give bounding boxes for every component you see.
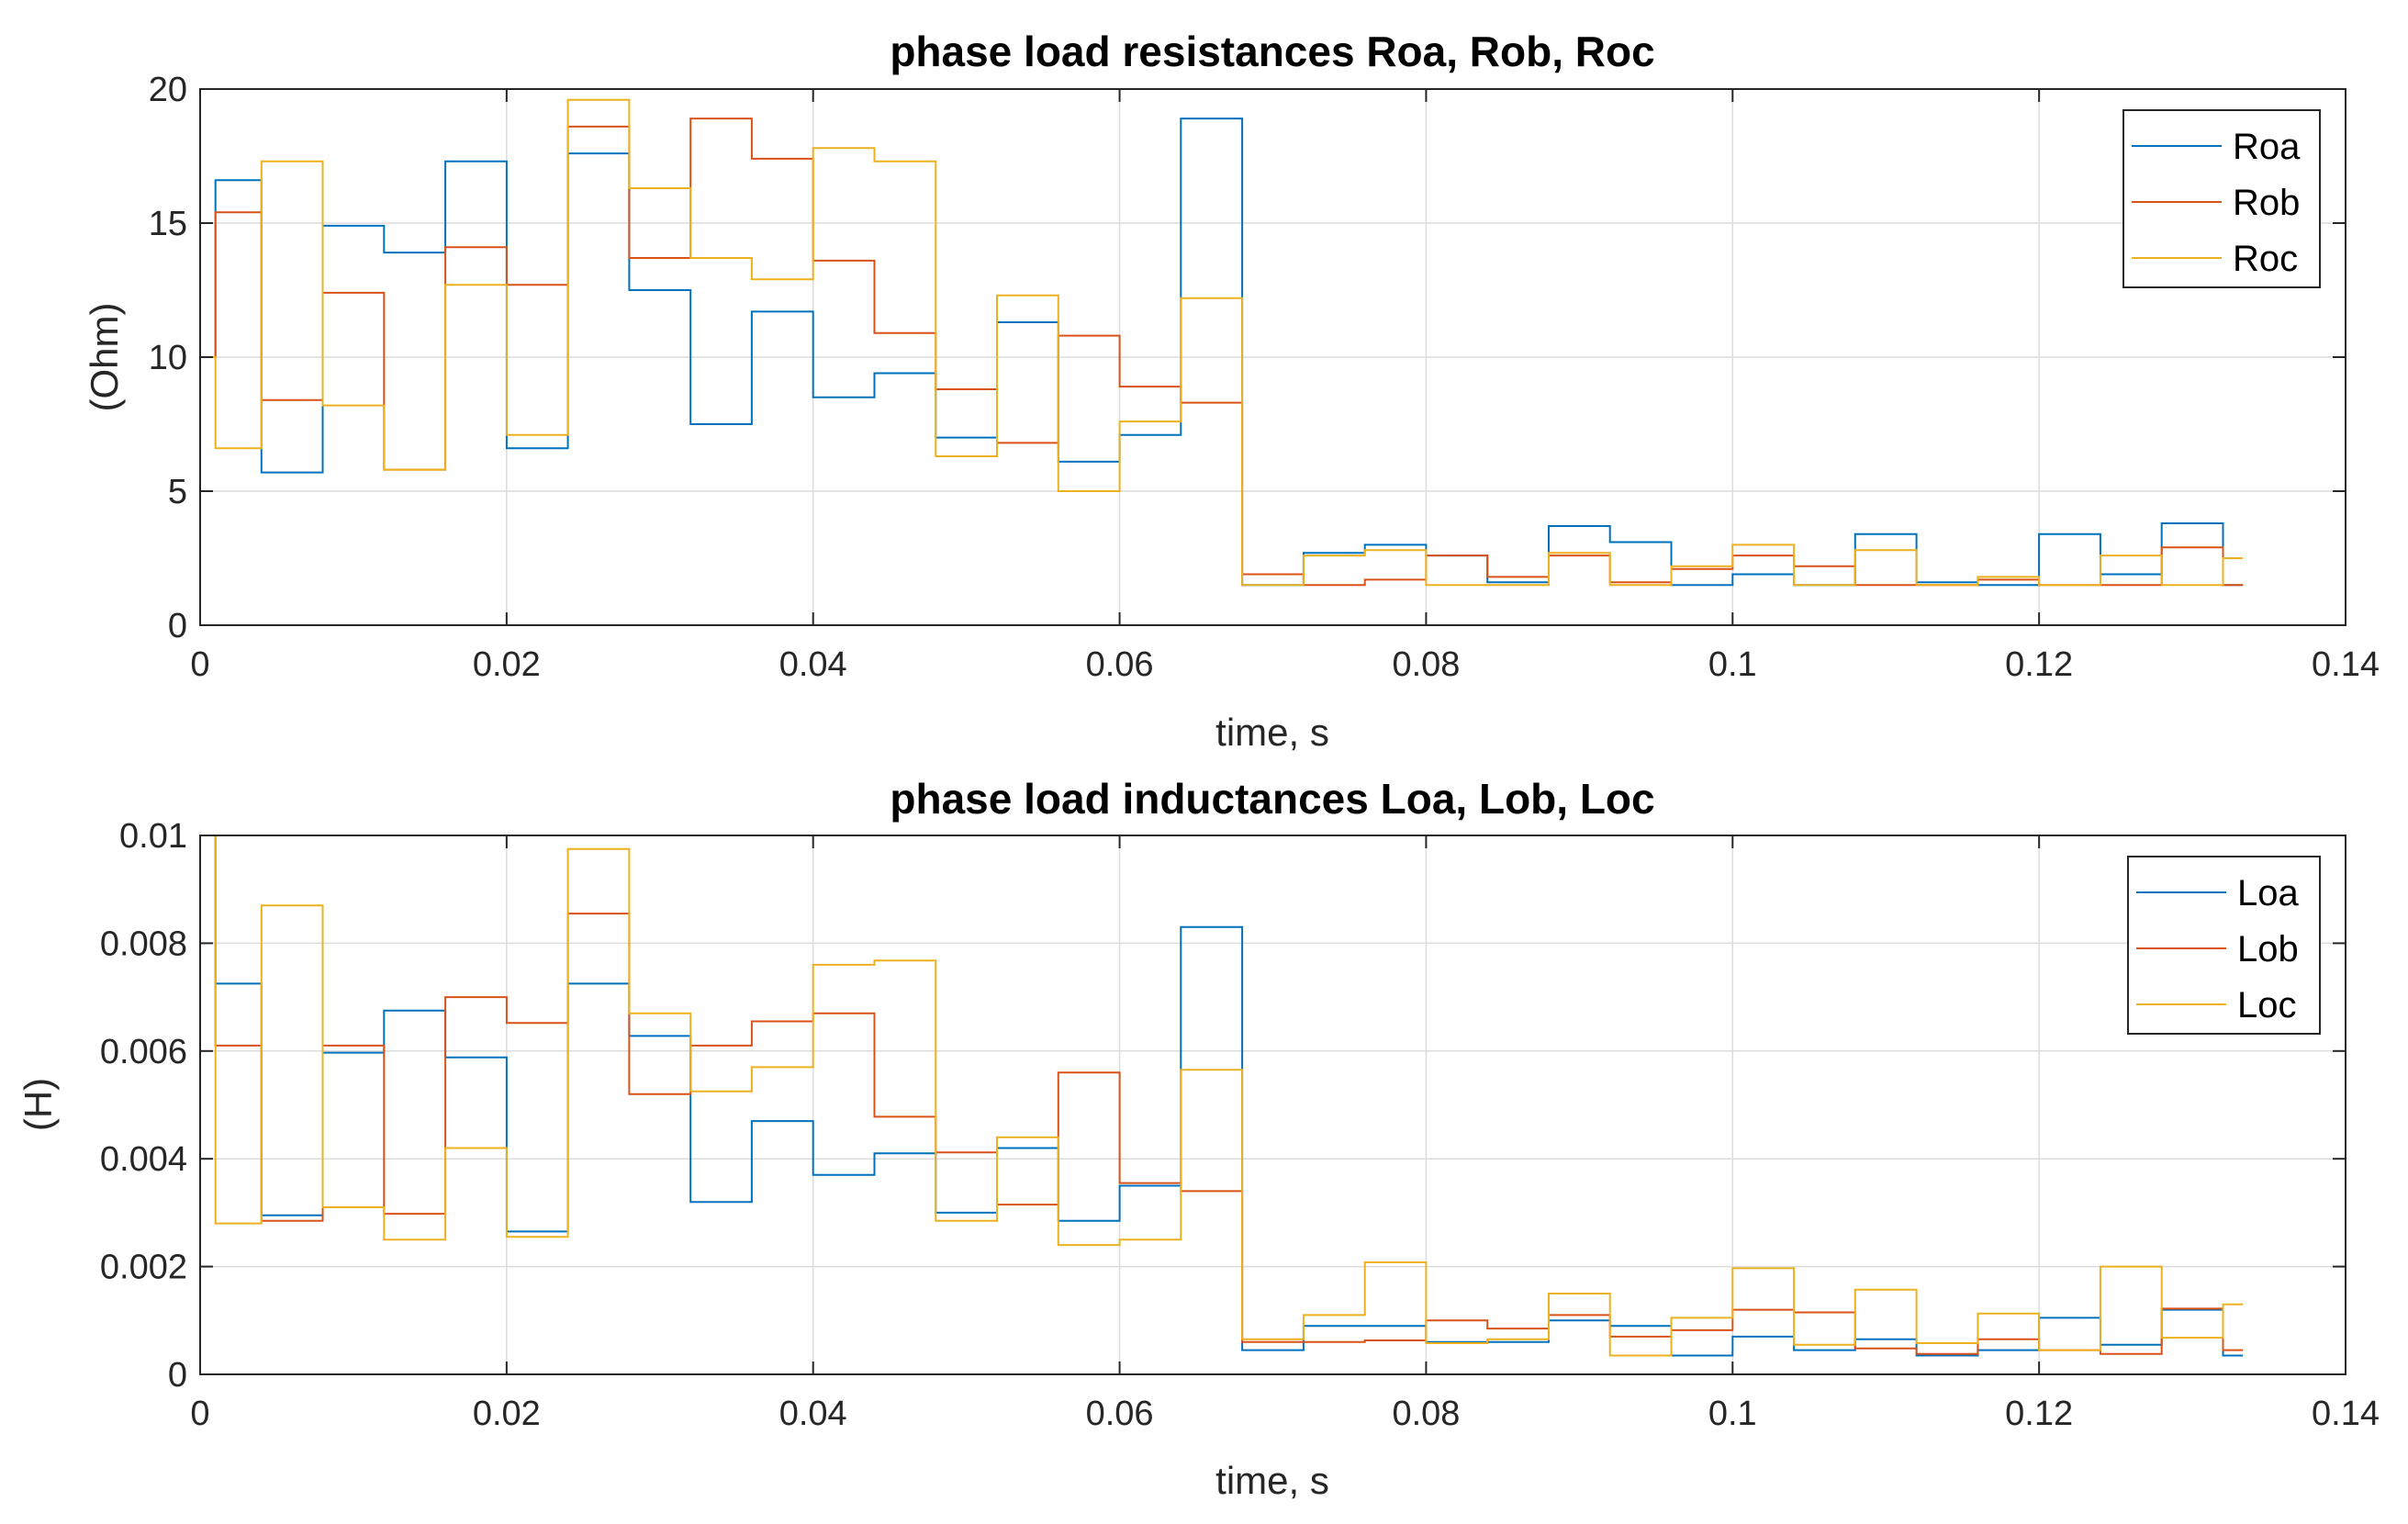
inductance-x-axis-label: time, s [1215,1459,1329,1502]
inductance-ticks: 0 0.02 0.04 0.06 0.08 0.1 0.12 0.14 0 0.002 0.004 0… [100,817,2380,1433]
series-line-loc [200,835,2244,1357]
resistance-y-tick-label: 20 [149,71,187,109]
inductance-x-tick-label: 0.1 [1708,1395,1757,1433]
legend-label-loc: Loc [2237,985,2297,1025]
resistance-x-tick-label: 0 [190,645,209,684]
resistance-x-tick-label: 0.02 [473,645,541,684]
resistance-x-tick-label: 0.04 [779,645,847,684]
legend-label-rob: Rob [2233,183,2300,223]
resistance-chart-title: phase load resistances Roa, Rob, Roc [890,28,1654,75]
inductance-y-tick-label: 0.008 [100,924,187,963]
inductance-x-tick-label: 0.12 [2005,1395,2073,1433]
resistance-y-tick-label: 15 [149,205,187,243]
inductance-y-tick-label: 0.004 [100,1140,187,1179]
inductance-y-tick-label: 0.01 [119,817,187,856]
inductance-x-tick-label: 0.08 [1392,1395,1460,1433]
resistance-x-tick-label: 0.1 [1708,645,1757,684]
inductance-y-tick-label: 0 [168,1356,187,1395]
inductance-x-tick-label: 0.14 [2312,1395,2380,1433]
inductance-y-axis-label: (H) [17,1078,60,1131]
resistance-series-group [200,98,2244,587]
series-line-roc [200,98,2244,587]
resistance-ticks: 0 0.02 0.04 0.06 0.08 0.1 0.12 0.14 0 5 10 15 20 [149,71,2380,684]
inductance-legend: Loa Lob Loc [2127,856,2321,1035]
resistance-y-tick-label: 0 [168,607,187,645]
resistance-legend: Roa Rob Roc [2122,109,2321,288]
inductance-grid [200,835,2346,1374]
resistance-x-axis-label: time, s [1215,711,1329,754]
resistance-x-tick-label: 0.14 [2312,645,2380,684]
legend-label-lob: Lob [2237,929,2299,969]
resistance-x-tick-label: 0.12 [2005,645,2073,684]
inductance-x-tick-label: 0.06 [1086,1395,1154,1433]
inductance-series-group [200,835,2244,1357]
resistance-y-tick-label: 10 [149,339,187,377]
inductance-axes-box [199,835,2346,1375]
inductance-y-tick-label: 0.002 [100,1249,187,1287]
inductance-axes: 0 0.02 0.04 0.06 0.08 0.1 0.12 0.14 0 0.002 0.004 0… [17,775,2380,1502]
inductance-plot-area [200,835,2346,1374]
inductance-y-tick-label: 0.006 [100,1033,187,1071]
inductance-x-tick-label: 0.02 [473,1395,541,1433]
resistance-axes: 0 0.02 0.04 0.06 0.08 0.1 0.12 0.14 0 5 10 15 20 pha… [83,28,2380,754]
inductance-chart-title: phase load inductances Loa, Lob, Loc [890,775,1654,823]
legend-label-roc: Roc [2233,239,2298,279]
legend-label-loa: Loa [2237,873,2299,913]
resistance-y-axis-label: (Ohm) [83,303,126,412]
legend-label-roa: Roa [2233,127,2301,167]
resistance-x-tick-label: 0.06 [1086,645,1154,684]
inductance-x-tick-label: 0.04 [779,1395,847,1433]
resistance-y-tick-label: 5 [168,473,187,511]
inductance-x-tick-label: 0 [190,1395,209,1433]
resistance-x-tick-label: 0.08 [1392,645,1460,684]
